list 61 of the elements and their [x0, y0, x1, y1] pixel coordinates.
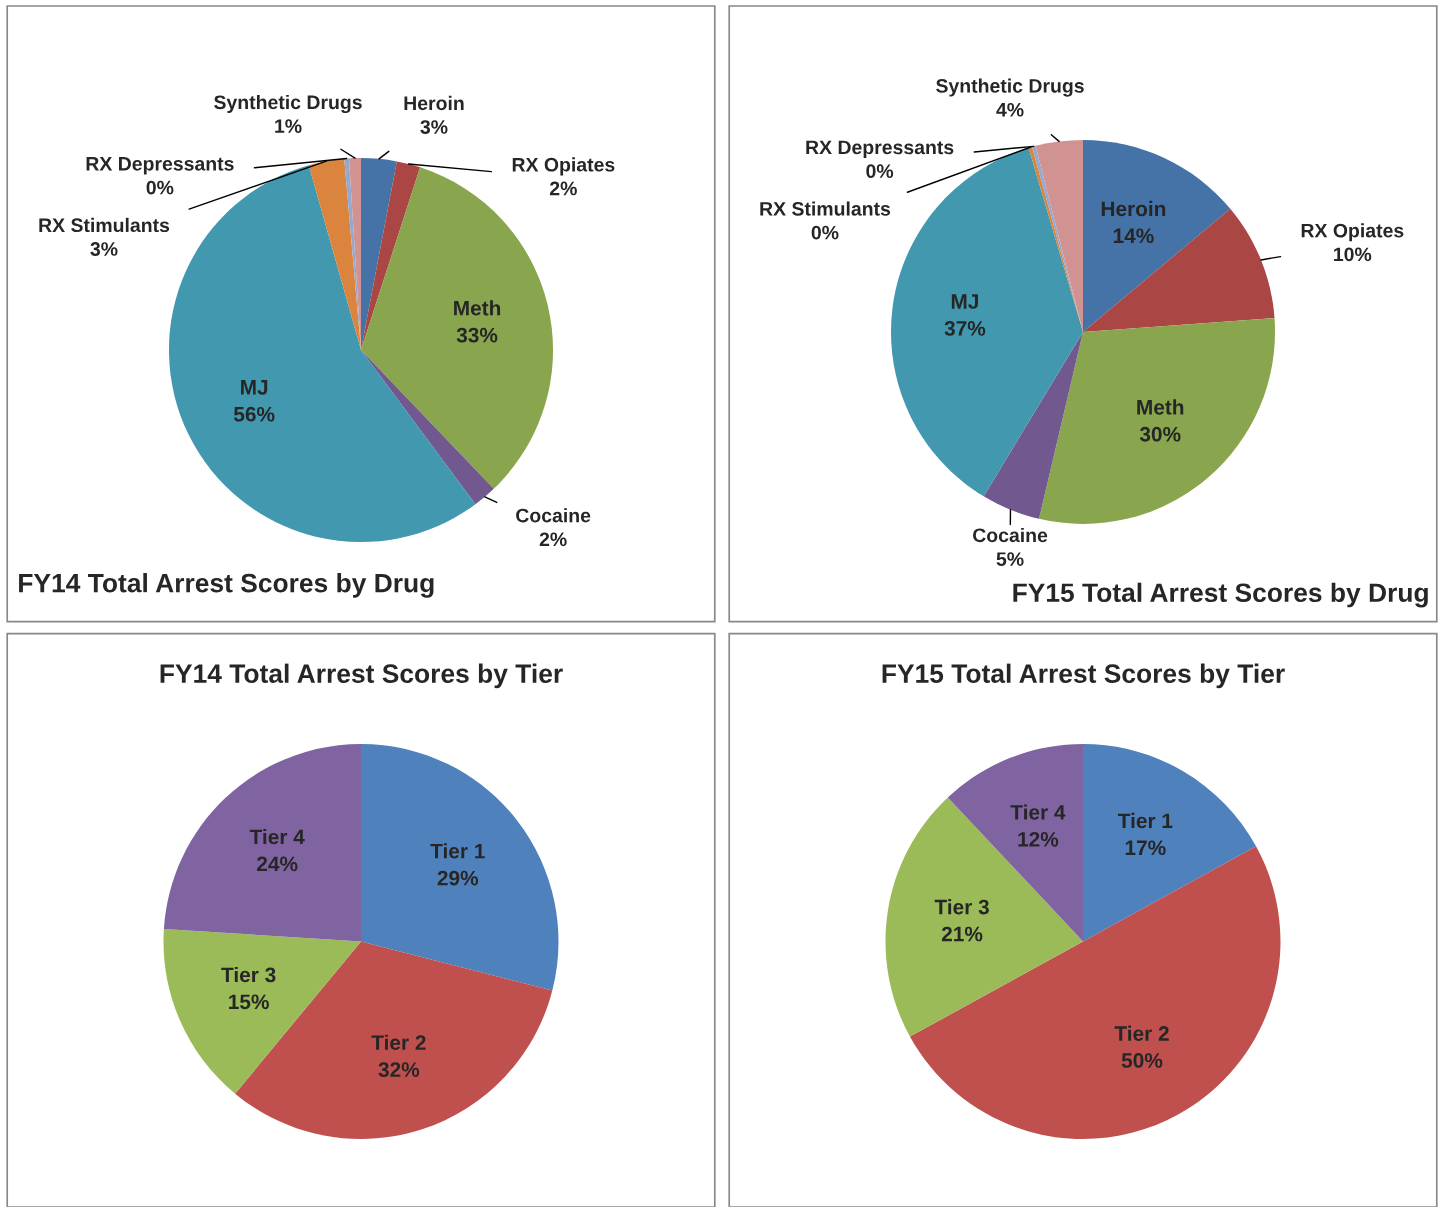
slice-label: Tier 3: [221, 966, 276, 983]
slice-label: RX Depressants: [86, 157, 234, 175]
data-label: 32%: [378, 1062, 420, 1078]
pie-slice: [163, 929, 361, 1094]
data-label: 33%: [456, 327, 498, 343]
slice-label: Heroin: [404, 95, 464, 111]
slice-label: RX Stimulants: [39, 217, 170, 233]
slice-label: Tier 1: [430, 843, 485, 859]
data-label: 14%: [1113, 228, 1154, 244]
data-label: 10%: [1334, 247, 1372, 262]
slice-label: Cocaine: [973, 527, 1048, 543]
slice-label: Tier 2: [371, 1034, 426, 1051]
data-label: 5%: [996, 552, 1024, 566]
data-label: 3%: [420, 120, 448, 134]
data-label: 15%: [229, 994, 269, 1010]
slice-label: MJ: [951, 294, 978, 309]
slice-label: Tier 4: [249, 829, 305, 845]
data-label: 0%: [146, 180, 174, 195]
pie-slice: [1083, 743, 1257, 942]
data-label: 0%: [866, 164, 894, 179]
text: FY15 Total Arrest Scores by Drug: [1013, 582, 1428, 608]
chart-title: FY15 Total Arrest Scores by Tier: [882, 663, 1285, 689]
pie-slice: [361, 161, 421, 351]
data-label: 2%: [539, 532, 567, 547]
slice-label: Synthetic Drugs: [936, 78, 1084, 97]
pie-slice: [308, 158, 361, 351]
text: FY14 Total Arrest Scores by Drug: [19, 573, 434, 598]
slice-label: RX Stimulants: [760, 201, 891, 216]
data-label: 1%: [275, 119, 302, 133]
slice-label: Tier 1: [1117, 812, 1173, 829]
pie-slice: [163, 743, 361, 942]
pie-slice: [1083, 139, 1231, 332]
data-label: 56%: [233, 406, 275, 422]
data-label: 12%: [1018, 831, 1059, 847]
slice-label: RX Depressants: [806, 140, 954, 159]
pie-slice: [885, 797, 1083, 1037]
slice-label: Meth: [454, 300, 501, 316]
data-label: 3%: [90, 242, 118, 256]
slice-label: Meth: [1137, 399, 1184, 415]
slice-label: MJ: [241, 380, 268, 395]
pie-slice: [361, 743, 559, 991]
slice-label: Heroin: [1101, 200, 1166, 217]
slice-label: RX Opiates: [512, 157, 615, 176]
slice-label: Cocaine: [516, 508, 591, 523]
slice-label: Tier 4: [1010, 804, 1066, 820]
data-label: 24%: [257, 856, 298, 872]
slice-label: Synthetic Drugs: [214, 94, 362, 114]
data-label: 50%: [1121, 1053, 1163, 1068]
data-label: 37%: [944, 321, 986, 336]
slice-label: RX Opiates: [1301, 223, 1404, 242]
data-label: 21%: [941, 926, 983, 942]
slice-label: Tier 2: [1114, 1025, 1169, 1041]
data-label: 2%: [549, 181, 577, 196]
pie-slice: [1039, 318, 1276, 524]
data-label: 30%: [1139, 426, 1181, 442]
slice-label: Tier 3: [934, 899, 989, 915]
data-label: 0%: [811, 225, 839, 240]
data-label: 29%: [437, 870, 479, 886]
data-label: 4%: [996, 102, 1024, 117]
data-label: 17%: [1125, 840, 1166, 856]
chart-title: FY14 Total Arrest Scores by Tier: [160, 663, 563, 689]
